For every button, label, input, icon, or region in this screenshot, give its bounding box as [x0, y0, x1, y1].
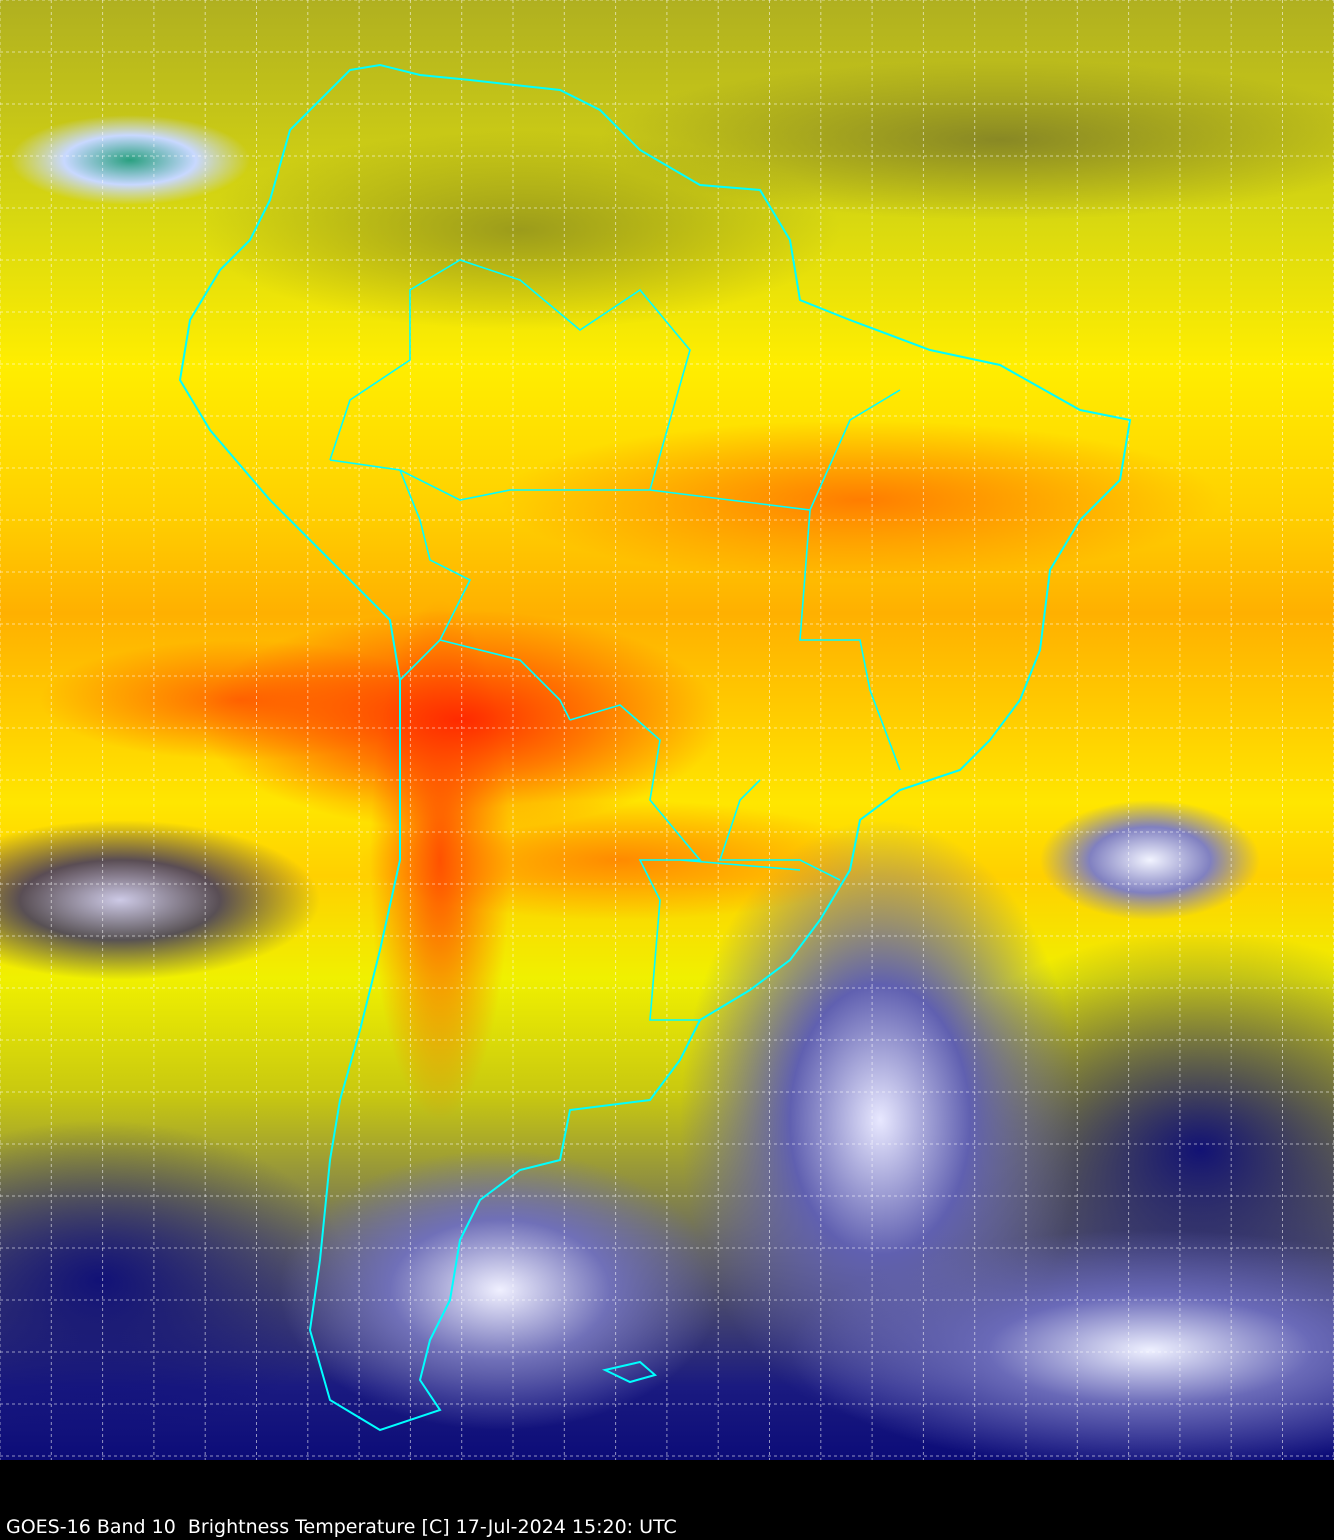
south-america-coastline — [178, 63, 1132, 1432]
figure-caption: GOES-16 Band 10 Brightness Temperature [… — [6, 1516, 677, 1538]
map-overlay — [0, 0, 1334, 1460]
country-borders — [329, 259, 901, 1021]
satellite-imagery — [0, 0, 1334, 1460]
lat-lon-grid — [0, 0, 1334, 1460]
coastlines-and-borders — [178, 63, 1132, 1432]
falkland-islands — [601, 1360, 658, 1384]
